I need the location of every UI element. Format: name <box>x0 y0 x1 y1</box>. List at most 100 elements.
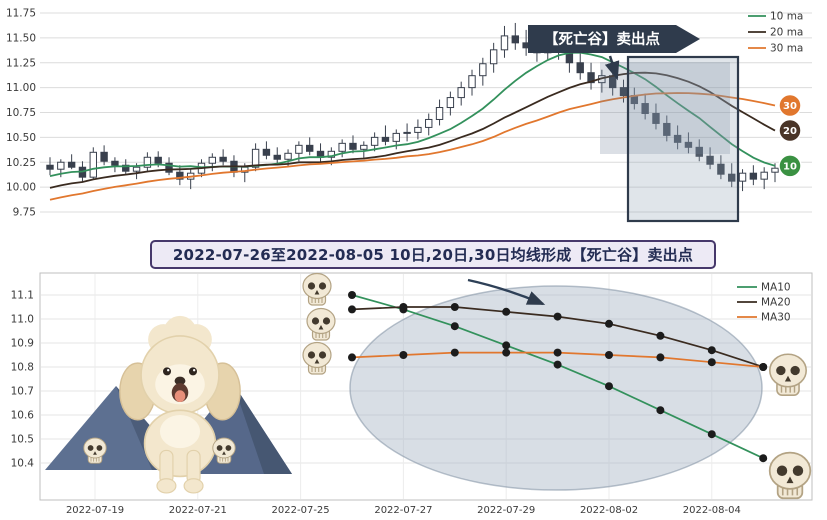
candle-body <box>641 103 649 114</box>
death-valley-title-banner: 2022-07-26至2022-08-05 10日,20日,30日均线形成【死亡… <box>150 240 716 269</box>
data-point <box>656 331 665 340</box>
candle-body <box>457 87 465 99</box>
ma-badge-label: 30 <box>783 101 797 112</box>
candle-body <box>46 164 54 170</box>
y-tick-label: 10.75 <box>6 107 36 119</box>
data-point <box>553 360 562 369</box>
annotation-label: 【死亡谷】卖出点 <box>544 30 660 48</box>
candle-body <box>619 87 628 97</box>
candle-body <box>338 142 346 152</box>
candle-body <box>327 150 336 158</box>
candle-body <box>587 72 595 84</box>
banner-arrow <box>467 278 546 306</box>
death-valley-region <box>626 55 740 223</box>
data-point <box>450 322 459 331</box>
data-point <box>759 454 768 463</box>
legend-label: MA30 <box>761 312 791 324</box>
ma-line-10 <box>49 51 776 177</box>
sell-point-annotation: 【死亡谷】卖出点 <box>528 25 700 81</box>
data-point <box>502 307 511 316</box>
candle-body <box>306 144 314 152</box>
candle-body <box>425 118 433 128</box>
y-tick-label: 10.6 <box>11 410 35 422</box>
data-point <box>656 406 665 415</box>
annotation-flag <box>528 25 700 53</box>
ma-badge-10 <box>778 154 802 178</box>
candle-body <box>219 156 227 162</box>
data-point <box>605 319 613 328</box>
candle-body <box>652 112 660 124</box>
candle-body <box>479 63 487 77</box>
data-point <box>348 291 356 299</box>
data-point <box>399 351 408 359</box>
candle-body <box>468 75 476 89</box>
candle-body <box>251 148 260 168</box>
data-point <box>656 353 665 362</box>
candle-body <box>165 162 173 173</box>
y-tick-label: 11.0 <box>11 314 34 326</box>
data-point <box>502 348 511 357</box>
candle-body <box>414 126 422 133</box>
ma-line-20 <box>49 71 776 189</box>
y-tick-label: 10.00 <box>6 182 36 194</box>
x-tick-label: 2022-07-21 <box>169 505 227 516</box>
candle-body <box>771 167 779 173</box>
candle-body <box>57 161 65 170</box>
candle-body <box>738 172 747 182</box>
candle-body <box>403 131 411 134</box>
data-point <box>707 346 716 355</box>
candle-body <box>154 156 162 164</box>
data-point <box>399 303 408 311</box>
data-point <box>553 312 562 321</box>
candle-body <box>100 151 108 162</box>
candle-body <box>284 152 292 160</box>
ma-badge-30 <box>778 93 802 118</box>
candle-body <box>673 134 682 143</box>
legend-label: 30 ma <box>770 43 803 55</box>
y-tick-label: 9.75 <box>13 207 36 219</box>
candle-body <box>728 173 736 182</box>
legend-label: MA20 <box>761 297 791 309</box>
legend-label: MA10 <box>761 282 791 294</box>
candle-body <box>349 142 357 150</box>
ma-badge-label: 10 <box>783 161 797 172</box>
candle-body <box>132 166 141 172</box>
annotation-arrow <box>604 55 620 81</box>
candle-body <box>122 164 130 172</box>
data-point <box>450 303 459 311</box>
y-tick-label: 11.25 <box>6 57 36 69</box>
candle-body <box>273 154 281 160</box>
y-tick-label: 10.4 <box>11 458 35 470</box>
candle-body <box>489 49 498 65</box>
data-point <box>605 351 613 359</box>
data-point <box>348 353 356 362</box>
x-tick-label: 2022-08-02 <box>580 505 638 516</box>
candle-body <box>295 144 303 154</box>
ma-badge-20 <box>778 118 802 143</box>
candle-body <box>500 35 509 51</box>
y-tick-label: 11.00 <box>6 82 36 94</box>
candle-body <box>262 148 271 156</box>
candle-body <box>392 132 400 142</box>
candle-body <box>143 156 152 168</box>
top-chart: 9.75 10.00 10.25 10.50 10.75 11.00 11.25 11.50 1… <box>6 8 812 223</box>
data-point <box>348 305 356 314</box>
x-tick-label: 2022-07-27 <box>374 505 432 516</box>
ma-badge-label: 20 <box>783 126 797 137</box>
data-point <box>450 348 459 357</box>
y-tick-label: 10.7 <box>11 386 34 398</box>
x-tick-label: 2022-07-29 <box>477 505 535 516</box>
x-tick-label: 2022-07-19 <box>66 505 124 516</box>
y-tick-label: 10.25 <box>6 157 36 169</box>
candle-body <box>760 171 768 180</box>
candle-body <box>360 144 368 150</box>
data-point <box>707 430 716 439</box>
candle-body <box>370 136 379 146</box>
candle-body <box>663 122 671 136</box>
candle-body <box>111 160 119 166</box>
y-tick-label: 10.8 <box>11 362 34 374</box>
candle-body <box>576 62 584 74</box>
x-tick-label: 2022-07-25 <box>272 505 330 516</box>
candle-body <box>706 155 714 165</box>
